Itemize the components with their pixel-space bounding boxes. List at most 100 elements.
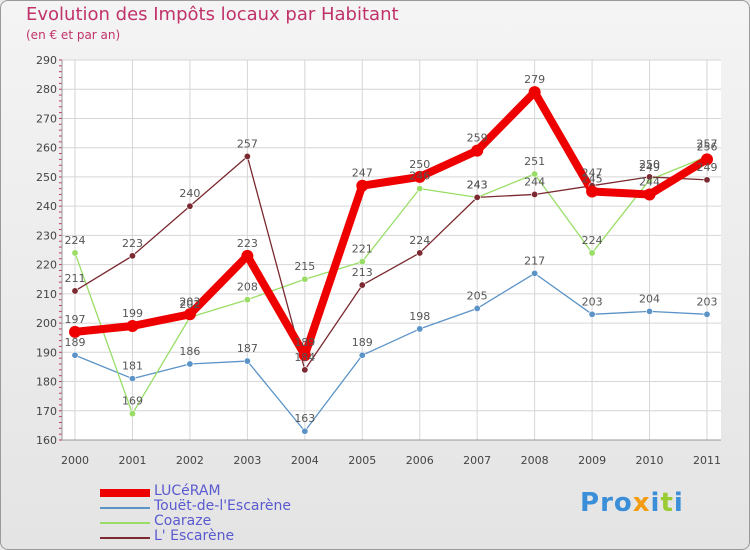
data-label: 184 <box>294 351 315 364</box>
series-line <box>74 272 708 432</box>
data-point <box>243 152 251 160</box>
data-label: 247 <box>352 167 373 180</box>
data-point <box>71 351 79 359</box>
chart-title: Evolution des Impôts locaux par Habitant <box>26 4 399 25</box>
brand-letter: i <box>650 488 661 518</box>
data-point <box>128 252 136 260</box>
data-point <box>701 153 713 166</box>
data-label: 251 <box>524 155 545 168</box>
data-label: 223 <box>237 237 258 250</box>
data-label: 257 <box>237 137 258 150</box>
x-tick-label: 2008 <box>521 454 549 467</box>
data-point <box>301 366 309 374</box>
x-tick-label: 2007 <box>463 454 491 467</box>
data-point <box>473 193 481 201</box>
data-label: 189 <box>65 336 86 349</box>
data-label: 244 <box>639 175 660 188</box>
y-tick-label: 280 <box>36 83 57 96</box>
data-point <box>358 258 366 266</box>
data-label: 211 <box>65 272 86 285</box>
data-label: 215 <box>294 260 315 273</box>
data-point <box>126 320 139 332</box>
data-label: 257 <box>697 137 718 150</box>
data-point <box>243 357 251 365</box>
y-tick-label: 190 <box>36 346 57 359</box>
chart-subtitle: (en € et par an) <box>26 28 121 42</box>
data-point <box>128 410 136 418</box>
y-tick-label: 180 <box>36 376 57 389</box>
brand-letter: x <box>632 488 651 518</box>
data-label: 213 <box>352 266 373 279</box>
x-tick-label: 2005 <box>348 454 376 467</box>
data-label: 240 <box>179 187 200 200</box>
data-point <box>413 170 426 183</box>
data-label: 247 <box>582 167 603 180</box>
data-point <box>71 249 79 257</box>
legend-label: Touët-de-l'Escarène <box>154 498 292 514</box>
data-label: 205 <box>467 289 488 302</box>
data-point <box>471 144 484 157</box>
data-point <box>588 249 596 257</box>
y-tick-label: 270 <box>36 112 57 125</box>
legend-swatch <box>100 537 150 539</box>
series-line <box>71 88 711 360</box>
data-label: 250 <box>639 158 660 171</box>
data-point <box>243 296 251 304</box>
x-tick-label: 2003 <box>233 454 261 467</box>
legend-label: Coaraze <box>154 513 212 529</box>
data-point <box>588 310 596 318</box>
legend-label: LUCéRAM <box>154 483 221 499</box>
y-tick-label: 240 <box>36 200 57 213</box>
data-label: 224 <box>582 234 603 247</box>
data-label: 245 <box>582 173 603 186</box>
series-line <box>74 155 708 415</box>
legend-swatch <box>100 522 150 524</box>
y-tick-label: 290 <box>36 54 57 67</box>
data-point <box>358 281 366 289</box>
data-point <box>301 427 309 435</box>
data-point <box>416 325 424 333</box>
brand-logo: Proxiti <box>580 488 684 518</box>
data-label: 189 <box>352 336 373 349</box>
data-point <box>646 173 654 181</box>
data-label: 246 <box>409 170 430 183</box>
data-point <box>183 308 196 321</box>
data-point <box>703 310 711 318</box>
data-point <box>356 179 369 192</box>
data-label: 243 <box>467 178 488 191</box>
data-point <box>531 170 539 178</box>
data-point <box>358 351 366 359</box>
legend-swatch <box>100 489 150 497</box>
data-label: 208 <box>237 281 258 294</box>
data-point <box>298 349 311 362</box>
x-tick-label: 2010 <box>636 454 664 467</box>
data-point <box>703 176 711 184</box>
data-label: 204 <box>639 292 660 305</box>
y-tick-label: 170 <box>36 405 57 418</box>
brand-letter: r <box>600 488 614 518</box>
data-point <box>643 188 656 201</box>
data-point <box>301 275 309 283</box>
data-label: 244 <box>524 175 545 188</box>
data-point <box>71 287 79 295</box>
data-label: 198 <box>409 310 430 323</box>
x-tick-label: 2011 <box>693 454 721 467</box>
brand-letter: o <box>613 488 633 518</box>
data-point <box>186 360 194 368</box>
y-tick-label: 210 <box>36 288 57 301</box>
data-label: 199 <box>122 307 143 320</box>
data-label: 181 <box>122 360 143 373</box>
y-tick-label: 230 <box>36 229 57 242</box>
data-label: 250 <box>409 158 430 171</box>
data-label: 203 <box>697 295 718 308</box>
data-point <box>646 307 654 315</box>
plot-area <box>62 60 721 440</box>
data-label: 203 <box>582 295 603 308</box>
data-point <box>586 185 599 198</box>
data-point <box>128 375 136 383</box>
data-label: 279 <box>524 73 545 86</box>
x-tick-label: 2009 <box>578 454 606 467</box>
x-tick-label: 2006 <box>406 454 434 467</box>
x-tick-label: 2004 <box>291 454 319 467</box>
y-tick-label: 260 <box>36 142 57 155</box>
